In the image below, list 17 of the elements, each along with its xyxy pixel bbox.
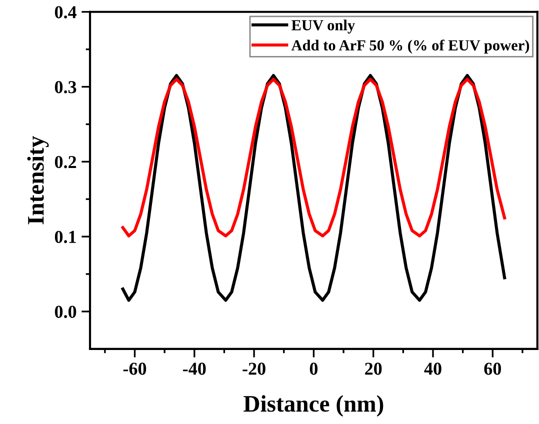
x-tick-label: -20 [242,362,266,375]
line-series [121,78,506,238]
legend-label: Add to ArF 50 % (% of EUV power) [291,40,530,54]
y-tick-label: 0.0 [54,306,76,318]
legend-label: EUV only [292,20,355,34]
y-tick-label: 0.4 [54,6,76,18]
x-tick-label: -60 [123,362,146,375]
x-tick-label: 60 [484,362,501,375]
y-tick-label: 0.3 [54,81,76,94]
x-axis-title: Distance (nm) [244,395,384,417]
y-axis-title: Intensity [27,136,49,224]
y-tick-label: 0.2 [54,156,76,168]
x-tick-label: 40 [424,362,442,375]
x-tick-label: -40 [183,362,206,375]
x-tick-label: 0 [310,362,318,375]
x-tick-label: 20 [365,362,382,375]
y-tick-label: 0.1 [54,230,76,244]
